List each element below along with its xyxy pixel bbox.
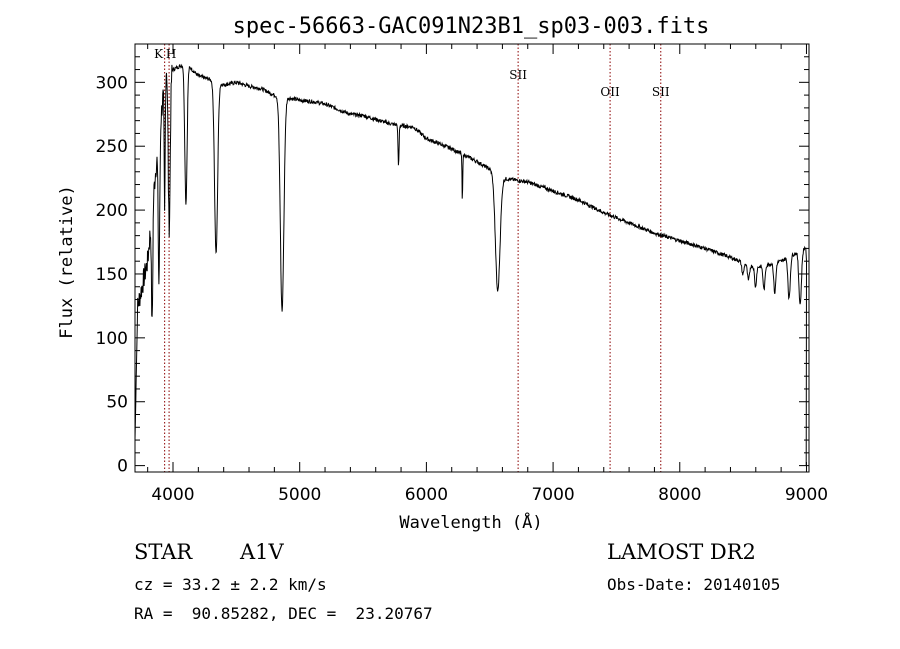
chart-title: spec-56663-GAC091N23B1_sp03-003.fits [233,14,710,39]
redshift-text: cz = 33.2 ± 2.2 km/s [134,575,327,594]
y-tick-label: 100 [96,329,128,349]
x-axis-label: Wavelength (Å) [399,511,542,533]
x-tick-label: 9000 [785,485,828,505]
plot-frame [134,43,810,473]
spectrum-chart: spec-56663-GAC091N23B1_sp03-003.fits K H S… [57,14,828,533]
marker-label: SII [509,68,527,82]
x-tick-label: 7000 [531,485,574,505]
plot-area: K H SII OII SII 4000 5000 6000 7000 8000 9000 0 50… [96,43,828,505]
x-tick-label: 4000 [151,485,194,505]
y-tick-label: 250 [96,137,128,157]
y-tick-label: 200 [96,201,128,221]
y-axis: 0 50 100 150 200 250 300 [96,56,809,477]
marker-label: SII [652,85,670,99]
x-tick-label: 8000 [658,485,701,505]
spectrum-line [134,63,808,466]
y-tick-label: 50 [106,393,128,413]
y-axis-label: Flux (relative) [57,185,77,339]
x-tick-label: 5000 [278,485,321,505]
object-subclass: A1V [240,540,284,564]
x-tick-label: 6000 [405,485,448,505]
y-tick-label: 0 [117,457,128,477]
marker-lines: K H SII OII SII [154,44,670,472]
y-tick-label: 300 [96,73,128,93]
marker-label: OII [600,85,620,99]
survey-name: LAMOST DR2 [607,540,756,564]
obs-date-text: Obs-Date: 20140105 [607,575,781,594]
object-class: STAR [134,540,193,564]
marker-label: K [154,47,164,61]
y-tick-label: 150 [96,265,128,285]
coordinates-text: RA = 90.85282, DEC = 23.20767 [134,604,433,623]
x-axis: 4000 5000 6000 7000 8000 9000 [147,44,828,505]
marker-label: H [166,47,176,61]
